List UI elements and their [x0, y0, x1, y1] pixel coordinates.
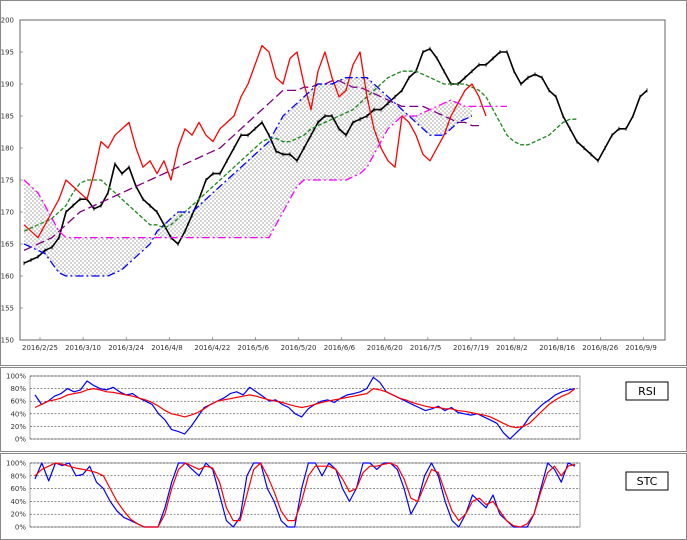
- price-line: [23, 48, 648, 264]
- rsi-panel-frame: [0, 367, 687, 452]
- x-tick-label: 2016/7/19: [453, 344, 489, 352]
- stc-label-box: [625, 471, 669, 491]
- chikou-line: [23, 44, 487, 239]
- osc-y-tick-label: 60%: [10, 398, 26, 406]
- main-chart-group: 150 155 160 165 170 175 180 185 190 195 200 2016/2/…: [1, 17, 657, 353]
- y-tick-label: 195: [1, 49, 14, 57]
- x-tick-label: 2016/8/2: [496, 344, 527, 352]
- rsi_red-line: [34, 388, 576, 429]
- kumo-cloud: [24, 77, 472, 276]
- osc-y-tick-label: 0%: [15, 436, 26, 444]
- x-tick-label: 2016/4/22: [194, 344, 230, 352]
- x-tick-label: 2016/8/26: [582, 344, 618, 352]
- x-tick-label: 2016/6/20: [367, 344, 403, 352]
- x-tick-label: 2016/5/20: [281, 344, 317, 352]
- x-tick-label: 2016/2/25: [22, 344, 58, 352]
- x-tick-label: 2016/4/8: [151, 344, 182, 352]
- osc-y-tick-label: 20%: [10, 511, 26, 519]
- x-tick-label: 2016/3/24: [108, 344, 144, 352]
- y-tick-label: 200: [1, 17, 14, 25]
- rsi-chart-group: 100% 80% 60% 40% 20% 0%: [6, 373, 581, 444]
- osc-y-tick-label: 0%: [15, 524, 26, 532]
- stc_blue-line: [34, 462, 576, 528]
- y-tick-label: 175: [1, 177, 14, 185]
- x-tick-label: 2016/5/6: [238, 344, 270, 352]
- x-tick-label: 2016/6/6: [324, 344, 356, 352]
- y-tick-label: 150: [1, 337, 14, 345]
- x-tick-label: 2016/8/16: [539, 344, 575, 352]
- osc-y-tick-label: 80%: [10, 385, 26, 393]
- osc-y-tick-label: 100%: [6, 373, 26, 381]
- spanA-line: [23, 99, 507, 239]
- rsi-label-box: [625, 381, 669, 401]
- y-tick-label: 165: [1, 241, 14, 249]
- kijun-line: [23, 80, 479, 251]
- y-tick-label: 180: [1, 145, 14, 153]
- osc-y-tick-label: 60%: [10, 485, 26, 493]
- stc-label: STC: [637, 475, 658, 488]
- osc-y-tick-label: 80%: [10, 472, 26, 480]
- osc-y-tick-label: 20%: [10, 423, 26, 431]
- x-tick-label: 2016/3/10: [65, 344, 101, 352]
- y-tick-label: 160: [1, 273, 14, 281]
- y-tick-label: 185: [1, 113, 14, 121]
- spanB-line: [23, 76, 473, 277]
- x-tick-label: 2016/9/9: [625, 344, 656, 352]
- stc-chart-group: 100% 80% 60% 40% 20% 0%: [6, 460, 581, 532]
- y-tick-label: 170: [1, 209, 14, 217]
- osc-y-tick-label: 40%: [10, 410, 26, 418]
- stc_red-line: [34, 462, 576, 528]
- osc-y-tick-label: 40%: [10, 498, 26, 506]
- tenkan-line: [23, 70, 577, 232]
- osc-y-tick-label: 100%: [6, 460, 26, 468]
- rsi-label: RSI: [638, 385, 656, 398]
- x-tick-label: 2016/7/5: [410, 344, 441, 352]
- y-tick-label: 190: [1, 81, 14, 89]
- stc-panel-frame: [0, 453, 687, 540]
- y-tick-label: 155: [1, 305, 14, 313]
